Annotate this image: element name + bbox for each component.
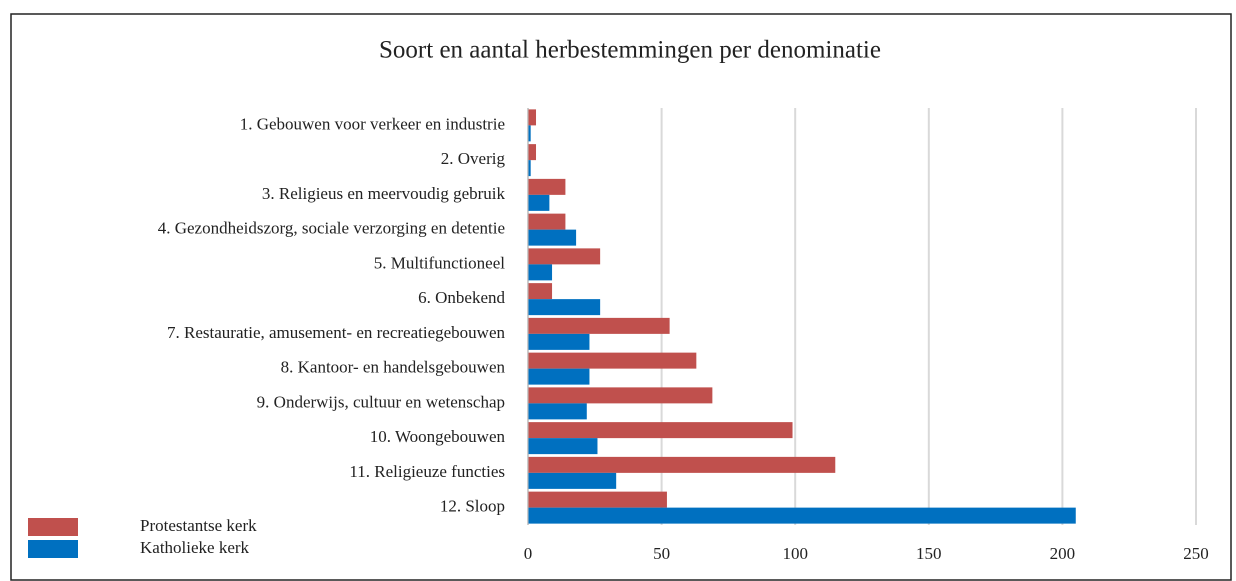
x-tick-label: 100 <box>782 544 808 563</box>
bar <box>528 194 550 211</box>
chart-frame <box>10 13 1232 581</box>
bar <box>528 438 598 455</box>
legend-label: Protestantse kerk <box>140 516 257 535</box>
y-tick-label: 7. Restauratie, amusement- en recreatieg… <box>167 323 505 342</box>
chart-title: Soort en aantal herbestemmingen per deno… <box>379 37 881 64</box>
bar <box>528 456 836 473</box>
y-tick-label: 12. Sloop <box>440 497 505 516</box>
y-tick-label: 10. Woongebouwen <box>370 427 506 446</box>
x-tick-label: 150 <box>916 544 942 563</box>
bar <box>528 387 713 404</box>
bar <box>528 213 566 230</box>
bar <box>528 352 697 369</box>
bar <box>528 299 601 316</box>
y-tick-label: 8. Kantoor- en handelsgebouwen <box>281 358 506 377</box>
bar <box>528 472 617 489</box>
bar <box>528 403 587 420</box>
y-tick-label: 4. Gezondheidszorg, sociale verzorging e… <box>158 219 505 238</box>
y-tick-label: 3. Religieus en meervoudig gebruik <box>262 184 506 203</box>
y-tick-label: 5. Multifunctioneel <box>374 253 506 272</box>
y-tick-label: 9. Onderwijs, cultuur en wetenschap <box>257 392 505 411</box>
bar <box>528 507 1076 524</box>
bar <box>528 368 590 385</box>
bar <box>528 160 531 177</box>
bar <box>528 178 566 195</box>
bar <box>528 491 667 508</box>
bar <box>528 422 793 439</box>
bar <box>528 264 553 281</box>
y-tick-label: 11. Religieuze functies <box>349 462 505 481</box>
x-tick-label: 0 <box>524 544 533 563</box>
bar <box>528 229 577 246</box>
bar <box>528 109 537 126</box>
bar <box>528 333 590 350</box>
legend-swatch <box>28 540 78 558</box>
x-tick-label: 250 <box>1183 544 1209 563</box>
y-tick-label: 1. Gebouwen voor verkeer en industrie <box>240 114 505 133</box>
bar <box>528 317 670 334</box>
x-tick-label: 200 <box>1050 544 1076 563</box>
legend-label: Katholieke kerk <box>140 538 250 557</box>
bar <box>528 144 537 161</box>
y-tick-label: 6. Onbekend <box>418 288 505 307</box>
bar <box>528 283 553 300</box>
bar <box>528 125 531 142</box>
bar <box>528 248 601 265</box>
y-tick-label: 2. Overig <box>441 149 506 168</box>
legend-swatch <box>28 518 78 536</box>
x-tick-label: 50 <box>653 544 670 563</box>
